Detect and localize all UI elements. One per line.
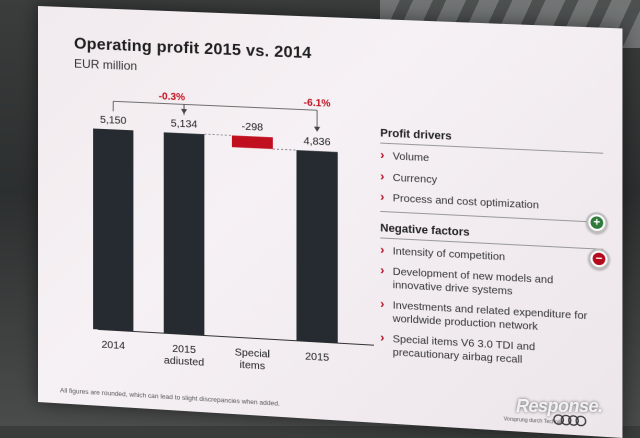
negative-factor-item: Investments and related expenditure for …: [380, 299, 603, 337]
slide-subtitle: EUR million: [74, 56, 137, 73]
change-label: -0.3%: [159, 91, 186, 103]
data-label: 5,134: [171, 119, 198, 131]
bar: [232, 135, 273, 149]
change-arrowhead: [314, 127, 320, 132]
profit-drivers-section: Profit drivers VolumeCurrencyProcess and…: [380, 127, 603, 222]
change-label: -6.1%: [304, 97, 331, 109]
profit-driver-item: Currency: [380, 171, 603, 194]
profit-drivers-title: Profit drivers: [380, 127, 603, 149]
data-label: 5,150: [100, 115, 127, 127]
watermark: Response.: [516, 396, 603, 417]
bar-chart: 5,150 2014 5,134 2015adjusted -298 Specialite…: [58, 77, 384, 377]
negative-factor-item: Intensity of competition: [380, 244, 603, 268]
change-bracket: [184, 104, 317, 110]
minus-icon: −: [588, 248, 609, 270]
connector-line: [204, 134, 232, 135]
presentation-slide: Operating profit 2015 vs. 2014 EUR milli…: [38, 6, 622, 438]
plus-icon: +: [586, 211, 607, 233]
category-label: Specialitems: [235, 347, 270, 372]
negative-factors-list: Intensity of competitionDevelopment of n…: [380, 244, 603, 371]
profit-drivers-list: VolumeCurrencyProcess and cost optimizat…: [380, 150, 603, 216]
bar: [164, 132, 205, 335]
data-label: 4,836: [304, 136, 331, 148]
negative-factors-section: Negative factors Intensity of competitio…: [380, 222, 603, 371]
connector-line: [273, 149, 297, 150]
category-label: 2015adjusted: [164, 343, 204, 369]
profit-driver-item: Volume: [380, 150, 603, 173]
factors-panel: Profit drivers VolumeCurrencyProcess and…: [380, 127, 603, 379]
category-label: 2014: [101, 340, 125, 352]
category-label: 2015: [305, 351, 329, 364]
negative-factor-item: Development of new models and innovative…: [380, 265, 603, 303]
bar: [296, 150, 337, 343]
footnote: All figures are rounded, which can lead …: [60, 387, 280, 407]
bar: [93, 129, 133, 332]
data-label: -298: [242, 122, 264, 134]
negative-factor-item: Special items V6 3.0 TDI and precautiona…: [380, 332, 603, 370]
